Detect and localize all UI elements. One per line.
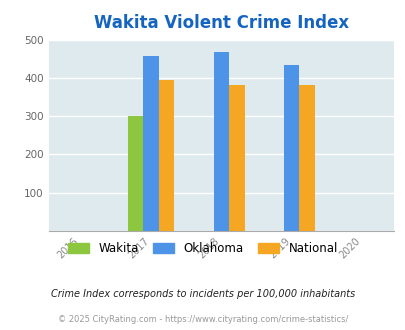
Bar (213, 52, 228, 231)
Title: Wakita Violent Crime Index: Wakita Violent Crime Index (94, 15, 348, 32)
Bar (228, 85, 244, 231)
Text: Crime Index corresponds to incidents per 100,000 inhabitants: Crime Index corresponds to incidents per… (51, 289, 354, 299)
Bar (299, 85, 314, 231)
Bar (143, 56, 158, 231)
Bar (127, 116, 143, 231)
Bar (283, 65, 299, 231)
Text: © 2025 CityRating.com - https://www.cityrating.com/crime-statistics/: © 2025 CityRating.com - https://www.city… (58, 315, 347, 324)
Legend: Wakita, Oklahoma, National: Wakita, Oklahoma, National (63, 237, 342, 260)
Bar (158, 80, 174, 231)
